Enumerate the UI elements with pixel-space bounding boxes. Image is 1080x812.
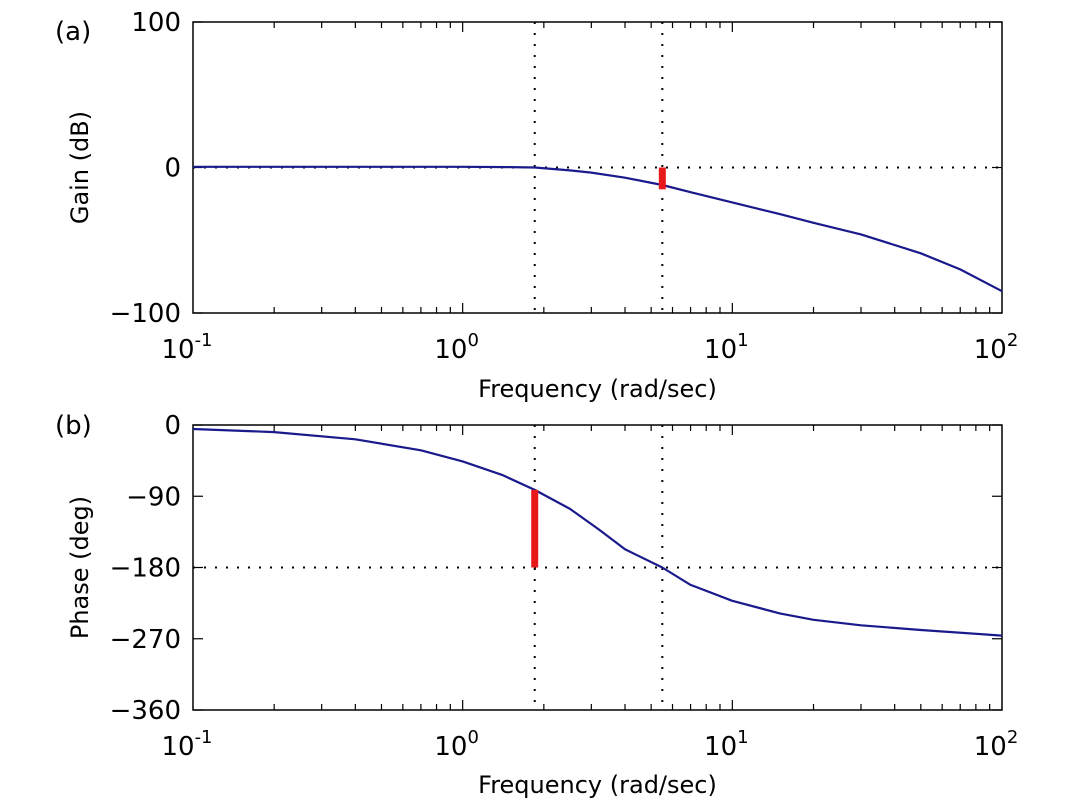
x-tick-exponent: 0: [467, 330, 478, 351]
x-tick-label: 101: [704, 330, 749, 365]
y-axis-title: Phase (deg): [66, 496, 94, 639]
y-tick-label: −180: [110, 554, 181, 584]
panel-label: (a): [55, 17, 91, 47]
y-tick-label: −90: [126, 482, 181, 512]
x-tick-label: 10-1: [161, 330, 212, 365]
x-tick-exponent: 2: [1007, 330, 1018, 351]
x-axis-title: Frequency (rad/sec): [478, 375, 717, 403]
x-tick-label: 10-1: [161, 727, 212, 762]
x-tick-label: 102: [974, 330, 1019, 365]
y-tick-label: 0: [164, 411, 181, 441]
panel-label: (b): [55, 411, 92, 441]
x-tick-exponent: 1: [737, 727, 748, 748]
x-tick-base: 10: [161, 732, 194, 762]
y-tick-label: −100: [110, 299, 181, 329]
x-tick-base: 10: [434, 335, 467, 365]
y-tick-label: −270: [110, 625, 181, 655]
x-tick-base: 10: [161, 335, 194, 365]
x-tick-base: 10: [704, 335, 737, 365]
x-tick-label: 100: [434, 727, 479, 762]
x-tick-label: 100: [434, 330, 479, 365]
y-tick-label: 100: [131, 8, 181, 38]
x-tick-exponent: -1: [195, 727, 213, 748]
x-tick-base: 10: [704, 732, 737, 762]
x-axis-title: Frequency (rad/sec): [478, 771, 717, 799]
x-tick-label: 101: [704, 727, 749, 762]
y-axis-title: Gain (dB): [66, 111, 94, 224]
x-tick-exponent: 1: [737, 330, 748, 351]
x-tick-exponent: 2: [1007, 727, 1018, 748]
x-tick-label: 102: [974, 727, 1019, 762]
y-tick-label: 0: [164, 154, 181, 184]
x-tick-base: 10: [974, 732, 1007, 762]
x-tick-exponent: -1: [195, 330, 213, 351]
y-tick-label: −360: [110, 696, 181, 726]
x-tick-base: 10: [974, 335, 1007, 365]
series-line-phase: [192, 427, 1003, 637]
x-tick-base: 10: [434, 732, 467, 762]
x-tick-exponent: 0: [467, 727, 478, 748]
